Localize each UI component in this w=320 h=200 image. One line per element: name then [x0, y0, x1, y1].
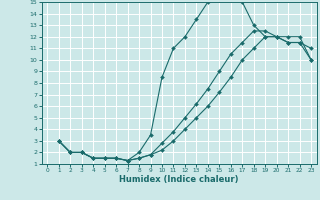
X-axis label: Humidex (Indice chaleur): Humidex (Indice chaleur) [119, 175, 239, 184]
